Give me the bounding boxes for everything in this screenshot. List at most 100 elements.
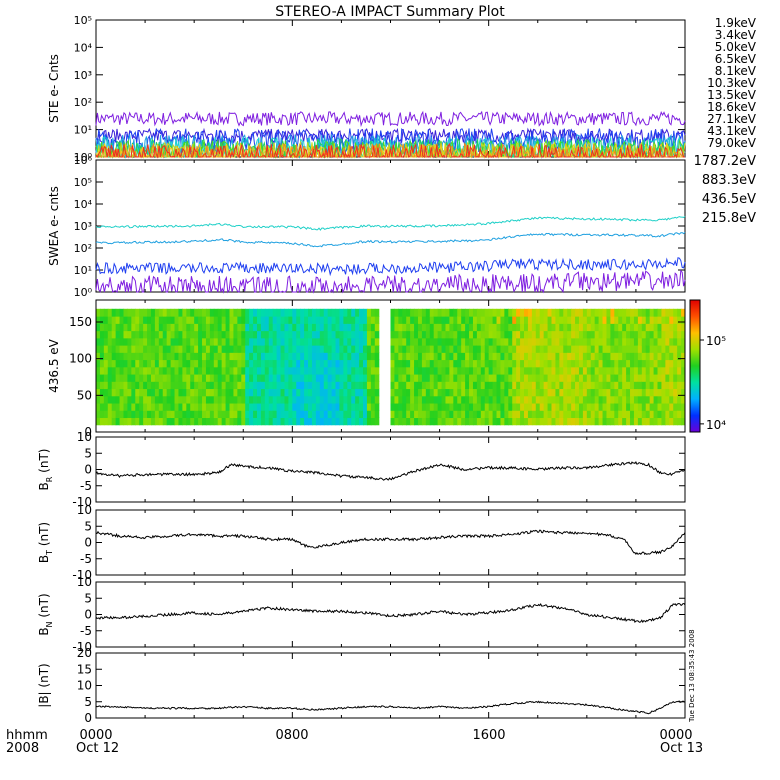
pad-heatmap-cell	[311, 381, 317, 390]
pad-heatmap-cell	[661, 395, 666, 404]
pad-heatmap-cell	[508, 410, 513, 419]
pad-heatmap-cell	[131, 395, 136, 404]
pad-heatmap-cell	[233, 330, 238, 339]
pad-heatmap-cell	[178, 316, 183, 324]
pad-heatmap-cell	[139, 410, 144, 419]
pad-heatmap-cell	[115, 323, 121, 332]
pad-heatmap-cell	[335, 316, 341, 324]
pad-heatmap-cell	[524, 337, 529, 346]
pad-heatmap-cell	[543, 308, 549, 317]
pad-heatmap-cell	[457, 395, 462, 404]
pad-heatmap-cell	[288, 395, 293, 404]
pad-heatmap-cell	[131, 323, 136, 332]
pad-heatmap-cell	[665, 402, 670, 411]
pad-heatmap-cell	[575, 323, 580, 332]
pad-heatmap-cell	[657, 388, 663, 397]
pad-heatmap-cell	[96, 359, 101, 368]
pad-heatmap-cell	[366, 373, 372, 382]
pad-heatmap-cell	[363, 410, 368, 419]
pad-heatmap-cell	[331, 359, 337, 368]
pad-heatmap-cell	[469, 316, 474, 324]
pad-heatmap-cell	[661, 381, 666, 390]
pad-heatmap-cell	[645, 330, 651, 339]
pad-heatmap-cell	[563, 402, 568, 411]
pad-heatmap-cell	[398, 373, 403, 382]
pad-heatmap-cell	[449, 373, 454, 382]
pad-heatmap-cell	[524, 352, 529, 361]
pad-heatmap-cell	[103, 417, 109, 426]
pad-heatmap-cell	[649, 345, 655, 353]
pad-heatmap-cell	[296, 373, 301, 382]
pad-heatmap-cell	[292, 323, 297, 332]
pad-heatmap-cell	[150, 410, 156, 419]
pad-heatmap-cell	[162, 410, 168, 419]
pad-heatmap-cell	[622, 345, 627, 353]
pad-heatmap-cell	[535, 381, 541, 390]
pad-heatmap-cell	[115, 395, 121, 404]
pad-heatmap-cell	[304, 337, 309, 346]
pad-heatmap-cell	[551, 330, 557, 339]
pad-heatmap-cell	[551, 308, 557, 317]
pad-heatmap-cell	[527, 373, 533, 382]
pad-heatmap-cell	[390, 388, 396, 397]
pad-heatmap-cell	[335, 402, 341, 411]
pad-heatmap-cell	[661, 316, 666, 324]
pad-heatmap-cell	[535, 316, 541, 324]
pad-heatmap-cell	[571, 337, 576, 346]
pad-heatmap-cell	[531, 410, 537, 419]
pad-heatmap-cell	[633, 316, 639, 324]
pad-heatmap-cell	[363, 381, 368, 390]
pad-heatmap-cell	[327, 330, 333, 339]
pad-heatmap-cell	[578, 388, 584, 397]
pad-heatmap-cell	[323, 381, 329, 390]
pad-heatmap-cell	[527, 410, 533, 419]
ste-y-label: STE e- Cnts	[47, 54, 61, 123]
pad-heatmap-cell	[186, 323, 191, 332]
pad-heatmap-cell	[154, 395, 160, 404]
pad-heatmap-cell	[453, 337, 458, 346]
pad-heatmap-cell	[296, 359, 301, 368]
pad-heatmap-cell	[209, 381, 215, 390]
pad-heatmap-cell	[637, 388, 643, 397]
pad-heatmap-cell	[578, 402, 584, 411]
pad-heatmap-cell	[123, 359, 129, 368]
pad-heatmap-cell	[398, 308, 403, 317]
pad-heatmap-cell	[119, 308, 125, 317]
pad-heatmap-cell	[622, 410, 627, 419]
pad-heatmap-cell	[429, 417, 435, 426]
pad-heatmap-cell	[264, 417, 270, 426]
pad-heatmap-cell	[331, 366, 337, 375]
pad-heatmap-cell	[363, 337, 368, 346]
pad-heatmap-cell	[394, 345, 399, 353]
pad-heatmap-cell	[178, 308, 183, 317]
pad-heatmap-cell	[402, 316, 407, 324]
pad-heatmap-cell	[633, 366, 639, 375]
pad-heatmap-cell	[127, 395, 132, 404]
pad-heatmap-cell	[390, 373, 396, 382]
pad-heatmap-cell	[296, 395, 301, 404]
pad-heatmap-cell	[512, 359, 517, 368]
pad-heatmap-cell	[669, 402, 674, 411]
pad-heatmap-cell	[645, 395, 651, 404]
pad-heatmap-cell	[143, 366, 148, 375]
pad-heatmap-cell	[480, 373, 486, 382]
pad-heatmap-cell	[673, 337, 678, 346]
pad-heatmap-cell	[186, 345, 191, 353]
pad-heatmap-cell	[429, 410, 435, 419]
pad-y-tick-label: 150	[69, 315, 92, 329]
pad-heatmap-cell	[390, 308, 396, 317]
pad-heatmap-cell	[288, 308, 293, 317]
pad-heatmap-cell	[135, 359, 140, 368]
pad-heatmap-cell	[288, 345, 293, 353]
pad-heatmap-cell	[445, 388, 450, 397]
pad-heatmap-cell	[669, 345, 674, 353]
pad-heatmap-cell	[190, 366, 195, 375]
pad-heatmap-cell	[414, 402, 419, 411]
pad-heatmap-cell	[606, 323, 611, 332]
pad-heatmap-cell	[539, 410, 545, 419]
pad-heatmap-cell	[657, 316, 663, 324]
pad-heatmap-cell	[319, 395, 325, 404]
pad-heatmap-cell	[217, 352, 223, 361]
pad-heatmap-cell	[331, 373, 337, 382]
pad-heatmap-cell	[614, 330, 619, 339]
